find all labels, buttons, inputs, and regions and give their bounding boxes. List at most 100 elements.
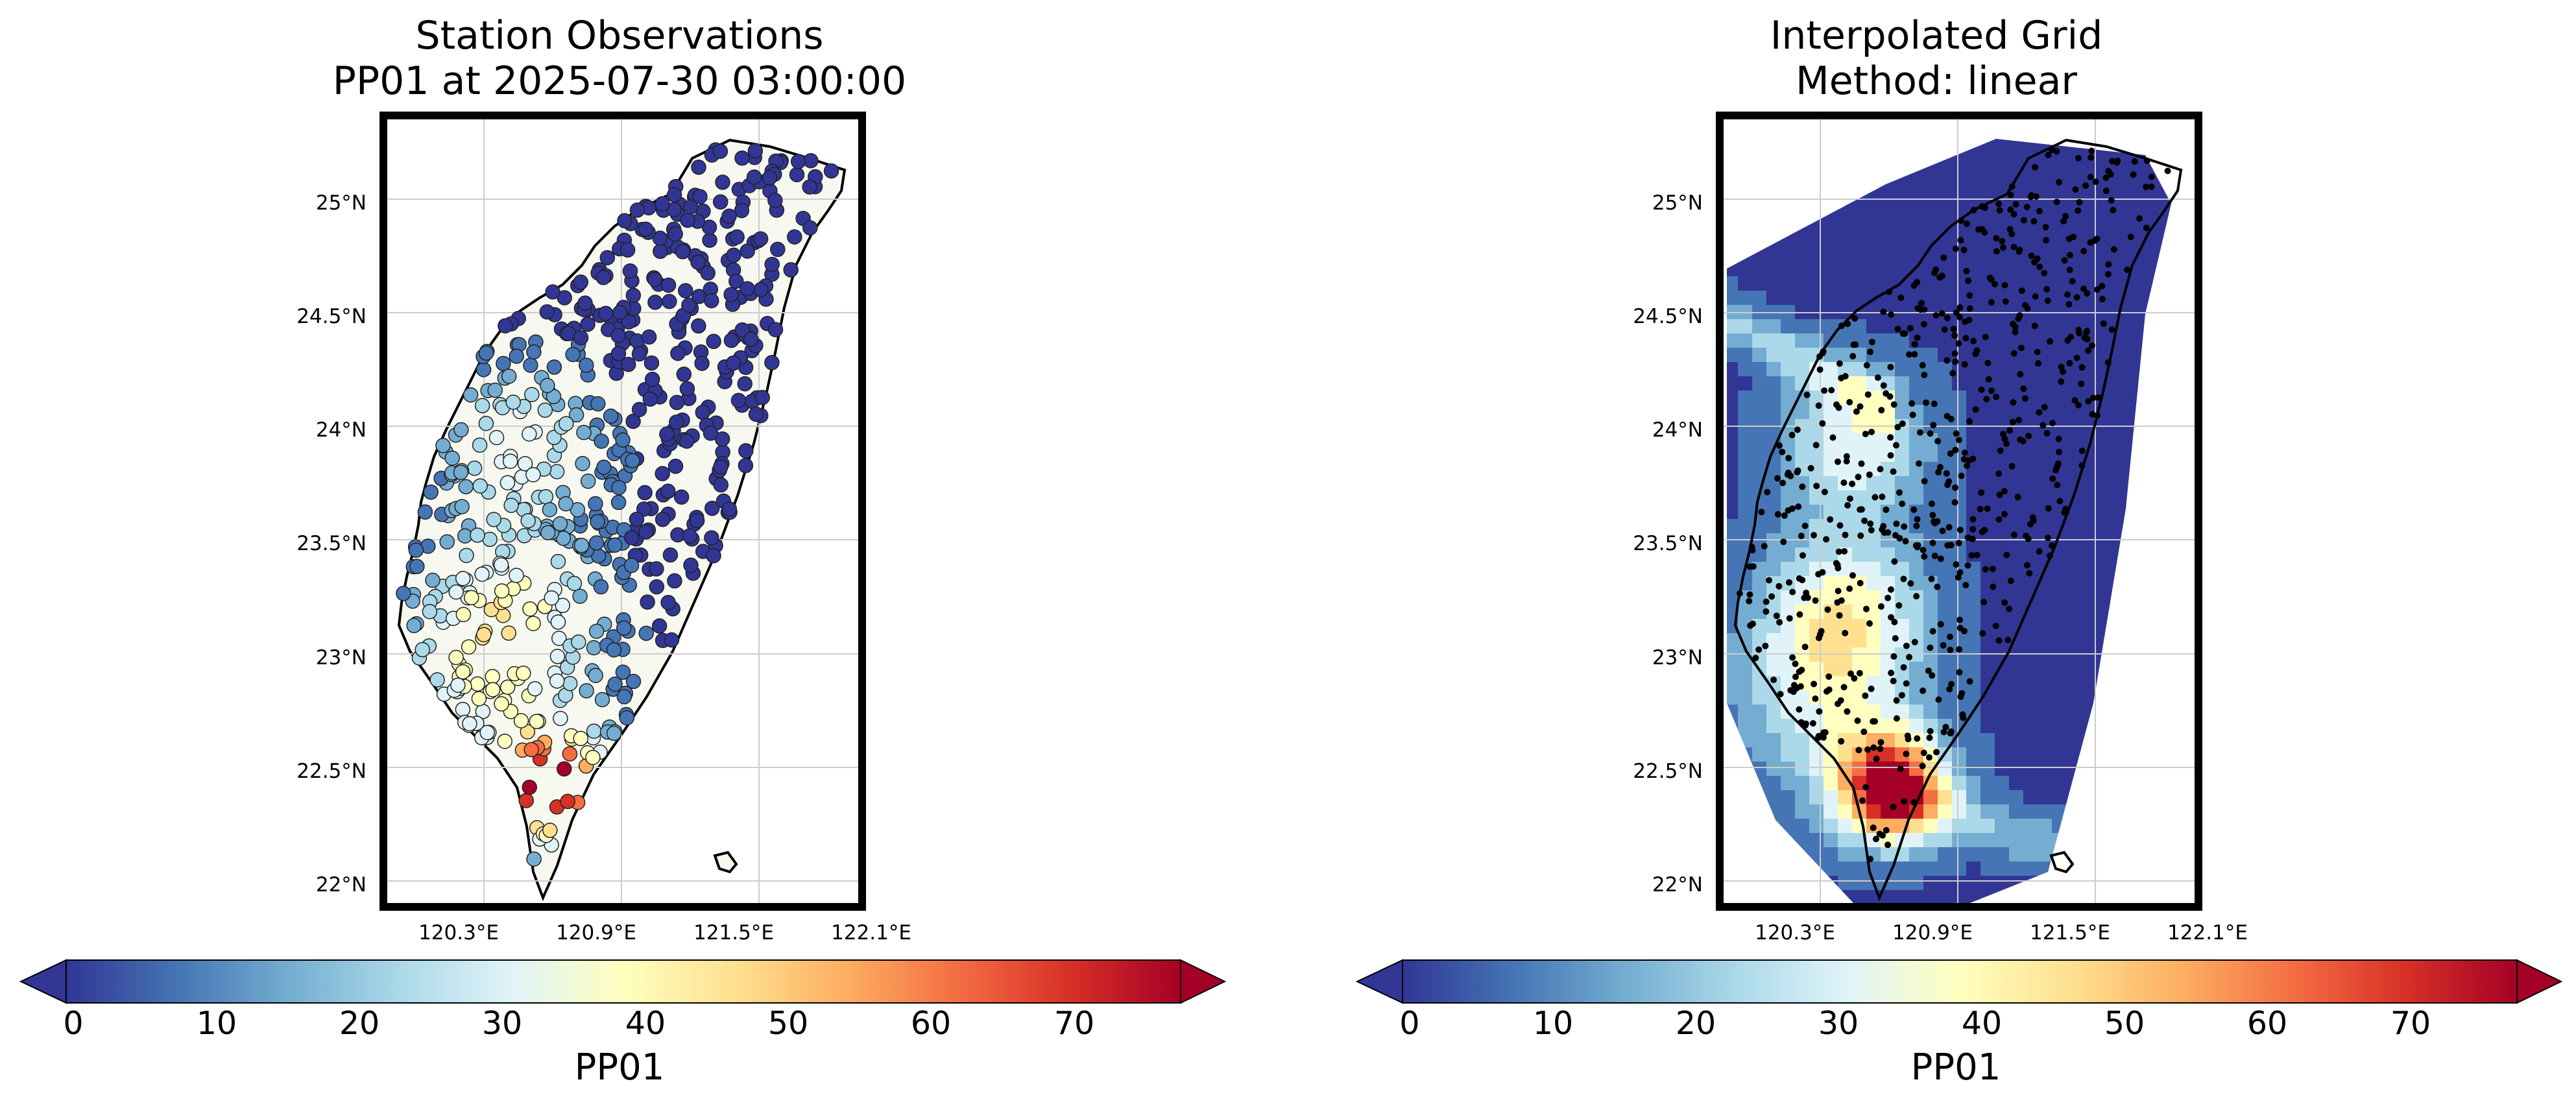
station-marker	[435, 438, 451, 453]
grid-cell	[2009, 790, 2024, 805]
station-dot	[1859, 797, 1866, 804]
grid-cell	[1809, 647, 1824, 662]
station-dot	[2034, 348, 2041, 355]
grid-cell	[1966, 490, 1981, 505]
station-dot	[1943, 470, 1950, 477]
station-marker	[517, 456, 533, 472]
station-marker	[767, 322, 784, 337]
station-marker	[675, 244, 691, 259]
station-dot	[1883, 506, 1890, 513]
lat-tick: 24.5°N	[296, 305, 367, 328]
grid-cell	[1923, 562, 1938, 577]
grid-cell	[1980, 462, 1995, 477]
grid-cell	[1923, 348, 1938, 363]
lon-tick: 120.3°E	[418, 921, 499, 945]
grid-cell	[2009, 676, 2024, 691]
station-marker	[562, 675, 578, 692]
station-dot	[1956, 304, 1964, 311]
station-dot	[1917, 429, 1923, 436]
station-dot	[2071, 397, 2078, 404]
station-marker	[662, 293, 677, 309]
grid-cell	[2052, 162, 2067, 177]
grid-cell	[1852, 319, 1867, 334]
grid-cell	[2080, 619, 2095, 634]
grid-cell	[2123, 333, 2138, 348]
grid-cell	[1938, 762, 1953, 777]
station-marker	[549, 649, 566, 664]
grid-cell	[1781, 719, 1796, 734]
grid-cell	[2052, 262, 2067, 277]
grid-cell	[1980, 319, 1995, 334]
station-dot	[2003, 551, 2010, 559]
grid-cell	[1781, 747, 1796, 762]
grid-cell	[1852, 391, 1867, 405]
grid-cell	[1952, 819, 1967, 834]
colorbar-tick: 40	[1961, 1005, 2003, 1042]
grid-cell	[1980, 733, 1995, 748]
grid-cell	[2038, 590, 2052, 605]
station-dot	[1893, 715, 1900, 722]
station-dot	[2075, 402, 2082, 409]
station-marker	[472, 437, 488, 453]
station-dot	[2088, 342, 2095, 349]
grid-cell	[2009, 590, 2024, 605]
grid-cell	[1752, 462, 1767, 477]
station-dot	[1960, 247, 1968, 254]
station-dot	[2001, 599, 2008, 606]
grid-cell	[1838, 433, 1853, 448]
station-dot	[1846, 585, 1853, 592]
grid-cell	[1923, 790, 1938, 805]
station-dot	[2012, 328, 2019, 335]
grid-cell	[1923, 405, 1938, 420]
station-dot	[1762, 642, 1769, 649]
station-dot	[1785, 469, 1792, 476]
station-dot	[1786, 615, 1793, 622]
grid-cell	[1995, 139, 2010, 149]
grid-cell	[2095, 590, 2110, 605]
grid-cell	[1727, 505, 1739, 520]
grid-cell	[2009, 548, 2024, 562]
grid-cell	[1795, 690, 1810, 705]
station-marker	[694, 355, 710, 371]
grid-cell	[1866, 705, 1881, 719]
grid-cell	[1980, 490, 1995, 505]
colorbar-tick: 30	[1818, 1005, 1859, 1042]
grid-cell	[1895, 333, 1910, 348]
station-dot	[1995, 470, 2003, 477]
station-marker	[703, 426, 719, 441]
grid-cell	[1852, 619, 1867, 634]
grid-cell	[1795, 262, 1810, 277]
station-marker	[409, 559, 425, 575]
station-dot	[1903, 680, 1910, 687]
title-line-2: Method: linear	[1795, 58, 2078, 104]
grid-cell	[2009, 776, 2024, 791]
station-dot	[1973, 551, 1980, 559]
grid-cell	[1809, 833, 1824, 848]
station-dot	[1966, 418, 1973, 425]
panel-title: Station Observations PP01 at 2025-07-30 …	[279, 13, 960, 104]
grid-cell	[2023, 462, 2038, 477]
grid-cell	[1881, 348, 1896, 363]
station-dot	[1942, 723, 1949, 730]
grid-cell	[1895, 619, 1910, 634]
station-dot	[1780, 538, 1787, 546]
grid-cell	[1738, 505, 1753, 520]
station-dot	[1819, 350, 1826, 357]
station-marker	[524, 387, 540, 402]
grid-cell	[1952, 747, 1967, 762]
grid-cell	[1938, 833, 1953, 848]
station-dot	[1937, 621, 1944, 628]
coastline-islet	[713, 850, 738, 874]
station-marker	[787, 229, 802, 245]
grid-cell	[1738, 362, 1753, 377]
grid-cell	[1966, 148, 1981, 163]
station-dot	[1811, 680, 1818, 688]
grid-cell	[1738, 348, 1753, 363]
station-dot	[2032, 293, 2039, 300]
station-marker	[423, 484, 439, 500]
panel-title: Interpolated Grid Method: linear	[1612, 13, 2261, 104]
grid-cell	[1923, 647, 1938, 662]
grid-cell	[1909, 205, 1924, 220]
station-dot	[1766, 577, 1772, 584]
station-marker	[664, 632, 680, 648]
